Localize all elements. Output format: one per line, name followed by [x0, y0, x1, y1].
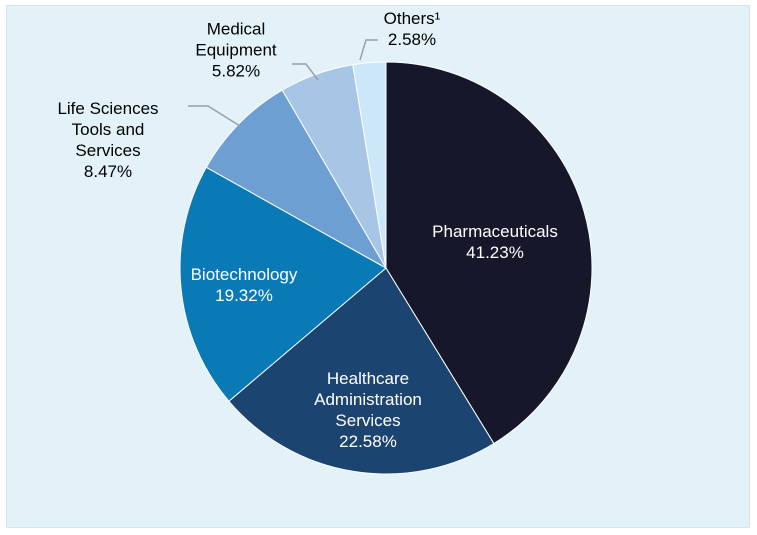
slice-label: Pharmaceuticals 41.23%	[405, 221, 585, 263]
value-label: 8.47%	[83, 162, 133, 181]
slice-label: Medical Equipment 5.82%	[189, 19, 284, 82]
pie-slice	[205, 89, 388, 270]
leader-line	[188, 105, 241, 127]
category-label: Medical Equipment	[195, 19, 277, 60]
slice-label: Biotechnology 19.32%	[174, 264, 314, 306]
leader-lines	[188, 39, 378, 127]
category-label: Healthcare Administration Services	[314, 369, 422, 430]
leader-line	[359, 39, 378, 61]
pie-slice	[179, 166, 387, 402]
slice-label: Healthcare Administration Services 22.58%	[298, 368, 438, 452]
category-label: Others¹	[383, 9, 441, 28]
value-label: 41.23%	[466, 243, 524, 262]
slice-label: Life Sciences Tools and Services 8.47%	[46, 98, 171, 182]
value-label: 2.58%	[387, 30, 437, 49]
value-label: 22.58%	[339, 432, 397, 451]
slice-label: Others¹ 2.58%	[372, 8, 452, 50]
category-label: Pharmaceuticals	[432, 222, 558, 241]
leader-line	[292, 63, 319, 81]
value-label: 5.82%	[211, 61, 261, 81]
category-label: Biotechnology	[190, 265, 298, 284]
pie-slice	[228, 267, 495, 475]
pie-slice	[352, 61, 387, 269]
category-label: Life Sciences Tools and Services	[57, 99, 159, 160]
pie-slice	[385, 61, 593, 445]
value-label: 19.32%	[215, 286, 273, 305]
